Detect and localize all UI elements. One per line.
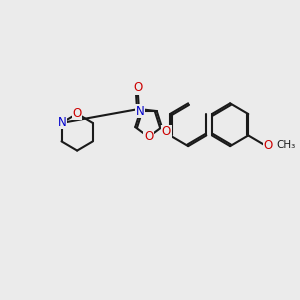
Text: N: N — [136, 105, 145, 118]
Text: CH₃: CH₃ — [276, 140, 295, 150]
Text: O: O — [133, 81, 142, 94]
Text: O: O — [144, 130, 153, 143]
Text: O: O — [264, 139, 273, 152]
Text: O: O — [162, 125, 171, 138]
Text: N: N — [58, 116, 67, 129]
Text: O: O — [73, 106, 82, 120]
